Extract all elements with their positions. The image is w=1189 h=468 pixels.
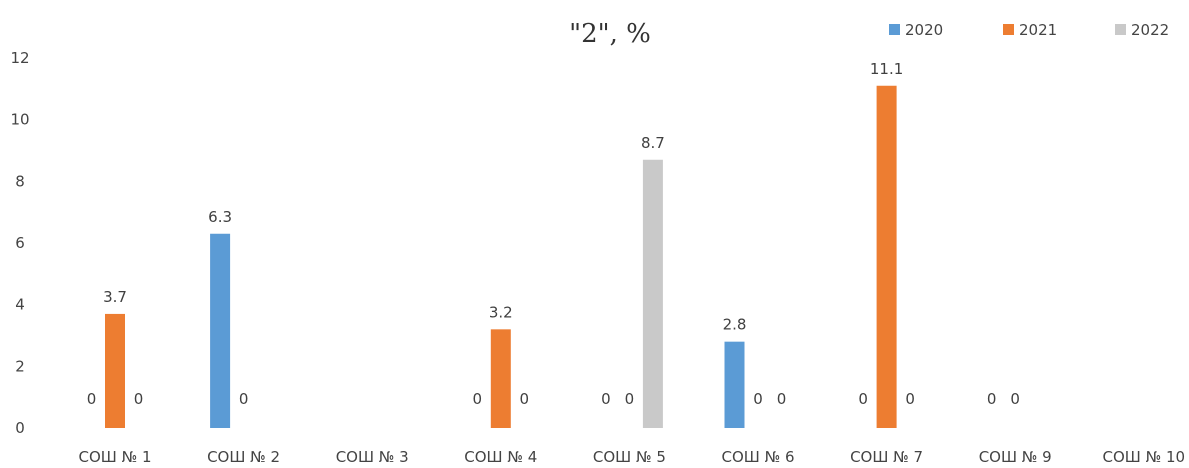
legend-swatch [1003,24,1014,35]
x-axis: СОШ № 1 СОШ № 2 СОШ № 3 СОШ № 4 СОШ № 5 СОШ №… [78,448,1185,466]
legend-swatch [1115,24,1126,35]
legend: 2020 2021 2022 [889,21,1169,39]
data-label: 0 [87,390,97,408]
bars [105,85,897,428]
bar [642,159,663,428]
data-label: 0 [625,390,635,408]
y-tick-label: 10 [10,111,29,129]
data-label: 0 [905,390,915,408]
data-label: 6.3 [208,208,232,226]
y-tick-label: 2 [15,357,25,375]
data-label: 0 [239,390,249,408]
x-tick-label: СОШ № 7 [850,448,923,466]
bar [876,85,897,428]
x-tick-label: СОШ № 6 [721,448,794,466]
data-label: 0 [858,390,868,408]
bar [724,341,745,428]
y-axis: 0 2 4 6 8 10 12 [10,49,29,437]
x-tick-label: СОШ № 10 [1103,448,1186,466]
data-label: 0 [753,390,763,408]
y-tick-label: 12 [10,49,29,67]
data-label: 0 [601,390,611,408]
data-label: 8.7 [641,134,665,152]
data-label: 3.7 [103,288,127,306]
data-label: 0 [520,390,530,408]
data-label: 0 [777,390,787,408]
data-labels: 03.706.30 03.20 0 08.72.80 0 011.10 0 0 [87,60,1020,408]
data-label: 3.2 [489,303,513,321]
x-tick-label: СОШ № 9 [979,448,1052,466]
legend-swatch [889,24,900,35]
bar [490,329,511,428]
x-tick-label: СОШ № 5 [593,448,666,466]
x-tick-label: СОШ № 3 [336,448,409,466]
chart-title: "2", % [569,19,651,49]
x-tick-label: СОШ № 1 [78,448,151,466]
legend-label: 2021 [1019,21,1057,39]
y-tick-label: 6 [15,234,25,252]
bar [210,233,231,428]
bar [105,313,125,428]
data-label: 0 [473,390,483,408]
x-tick-label: СОШ № 2 [207,448,280,466]
legend-label: 2022 [1131,21,1169,39]
data-label: 0 [1010,390,1020,408]
y-tick-label: 8 [15,172,25,190]
data-label: 2.8 [723,316,747,334]
data-label: 0 [987,390,997,408]
legend-label: 2020 [905,21,943,39]
x-tick-label: СОШ № 4 [464,448,537,466]
y-tick-label: 0 [15,419,25,437]
data-label: 0 [134,390,144,408]
data-label: 11.1 [870,60,903,78]
y-tick-label: 4 [15,296,25,314]
